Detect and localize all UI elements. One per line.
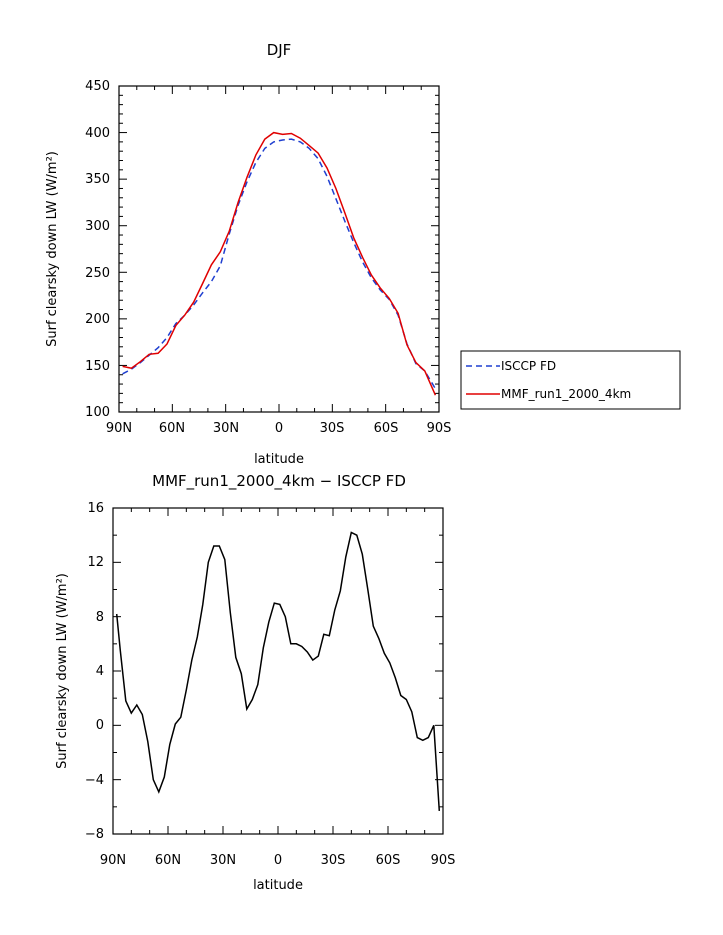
chart-top-legend: ISCCP FD MMF_run1_2000_4km (460, 350, 681, 410)
chart-bottom-y-tick-labels: −8 −4 0 4 8 12 16 (85, 501, 104, 842)
chart-bottom-y-tick-label: −8 (85, 827, 104, 842)
chart-top-x-tick-label: 30N (213, 421, 239, 436)
chart-top-y-tick-label: 400 (85, 126, 110, 141)
chart-top-x-tick-label: 90S (427, 421, 452, 436)
chart-bottom-x-tick-label: 90N (100, 853, 126, 868)
chart-top-y-tick-label: 350 (85, 172, 110, 187)
chart-top-x-tick-label: 90N (106, 421, 132, 436)
chart-bottom-y-tick-label: −4 (85, 773, 104, 788)
chart-top-y-axis-label: Surf clearsky down LW (W/m²) (45, 151, 60, 347)
chart-top-x-tick-label: 30S (320, 421, 345, 436)
chart-top-y-tick-label: 250 (85, 266, 110, 281)
chart-top-y-tick-label: 100 (85, 405, 110, 420)
chart-top-y-tick-label: 300 (85, 219, 110, 234)
chart-top-y-tick-labels: 100 150 200 250 300 350 400 450 (85, 79, 110, 420)
chart-top-x-tick-label: 0 (275, 421, 283, 436)
chart-bottom-y-axis-label: Surf clearsky down LW (W/m²) (55, 573, 70, 769)
chart-bottom-x-tick-label: 60S (376, 853, 401, 868)
legend-box (460, 350, 681, 410)
chart-bottom-y-tick-label: 12 (87, 555, 104, 570)
chart-bottom-x-tick-label: 30N (210, 853, 236, 868)
chart-top-y-tick-label: 450 (85, 79, 110, 94)
chart-top-y-tick-label: 150 (85, 359, 110, 374)
chart-bottom-x-tick-label: 0 (274, 853, 282, 868)
chart-bottom: MMF_run1_2000_4km − ISCCP FD 90N 60N 30N… (55, 472, 455, 893)
chart-bottom-x-tick-label: 30S (321, 853, 346, 868)
chart-bottom-ticks (112, 507, 444, 835)
chart-bottom-y-tick-label: 0 (96, 718, 104, 733)
chart-top-series-isccp-fd-line (122, 138, 437, 390)
chart-bottom-x-tick-labels: 90N 60N 30N 0 30S 60S 90S (100, 853, 456, 868)
chart-bottom-difference-line (115, 531, 441, 811)
chart-bottom-title: MMF_run1_2000_4km − ISCCP FD (152, 472, 406, 491)
legend-label-mmf: MMF_run1_2000_4km (501, 387, 631, 401)
legend-label-isccp-fd: ISCCP FD (501, 359, 556, 373)
chart-bottom-x-axis-label: latitude (253, 878, 303, 893)
chart-top-x-tick-label: 60N (159, 421, 185, 436)
chart-top: DJF 90N 60N 30N 0 30S 60S 90S 100 150 20… (45, 41, 681, 467)
chart-top-x-axis-label: latitude (254, 452, 304, 467)
chart-top-x-tick-label: 60S (374, 421, 399, 436)
chart-bottom-x-tick-label: 60N (155, 853, 181, 868)
chart-top-y-tick-label: 200 (85, 312, 110, 327)
chart-top-plot-frame (118, 85, 440, 413)
chart-top-x-tick-labels: 90N 60N 30N 0 30S 60S 90S (106, 421, 452, 436)
chart-top-title: DJF (267, 41, 292, 59)
chart-top-ticks (118, 85, 440, 413)
chart-bottom-y-tick-label: 4 (96, 664, 104, 679)
chart-bottom-x-tick-label: 90S (431, 853, 456, 868)
chart-bottom-y-tick-label: 8 (96, 610, 104, 625)
chart-bottom-y-tick-label: 16 (87, 501, 104, 516)
chart-top-series-mmf-line (122, 131, 437, 396)
